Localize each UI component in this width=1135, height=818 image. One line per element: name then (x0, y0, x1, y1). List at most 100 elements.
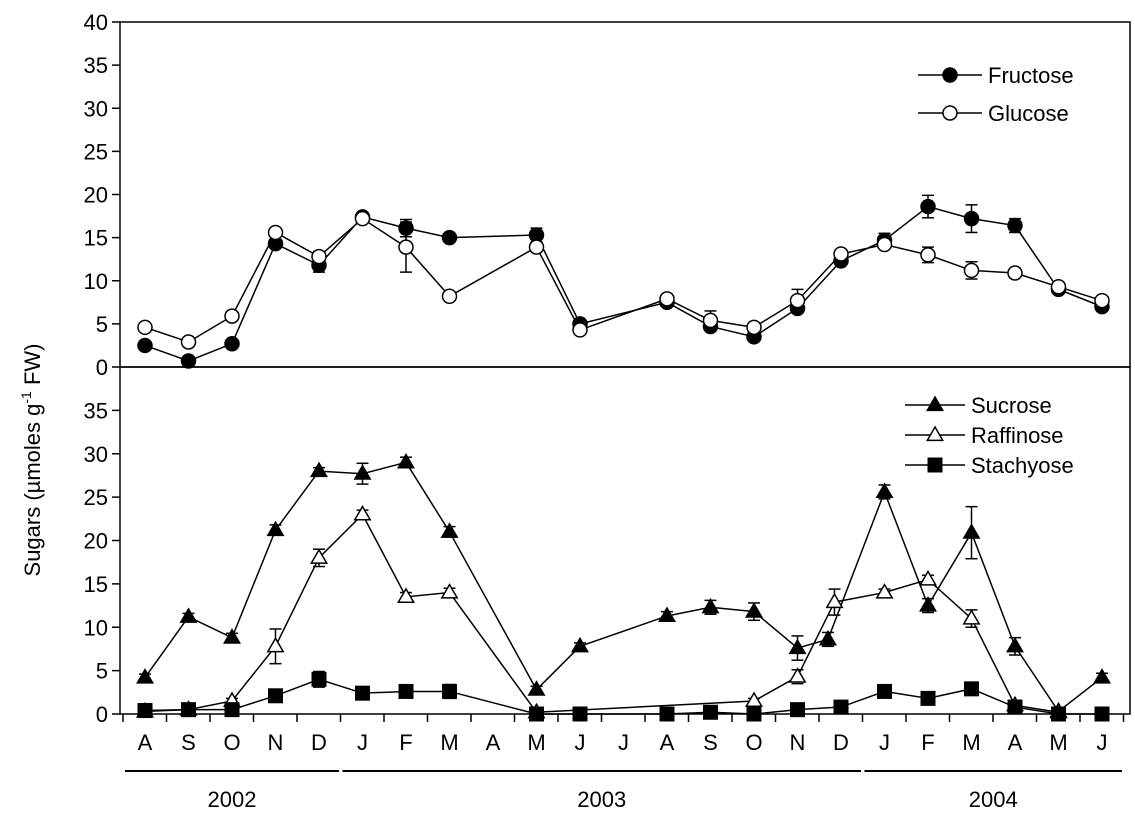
data-point (702, 312, 719, 329)
data-point (441, 288, 458, 305)
year-label: 2002 (208, 787, 257, 812)
data-point (179, 607, 198, 623)
y-axis-label-main: Sugars (µmoles g (20, 404, 45, 577)
data-point (180, 334, 197, 350)
y-tick-label: 20 (84, 529, 108, 554)
data-point (918, 570, 938, 586)
x-tick-label: D (311, 730, 327, 755)
top-panel: 0 5 10 15 20 25 30 35 40 Fructose Glucose (84, 10, 1131, 380)
data-point (181, 702, 196, 718)
data-point (876, 236, 893, 253)
y-tick-label: 30 (84, 96, 108, 121)
y-tick-label: 5 (96, 659, 108, 684)
y-tick-label: 15 (84, 226, 108, 251)
data-point (267, 224, 284, 241)
data-point (818, 629, 837, 646)
data-point (1094, 292, 1110, 309)
y-tick-label: 10 (84, 269, 108, 294)
legend: Sucrose Raffinose Stachyose (905, 393, 1074, 478)
y-tick-label: 0 (96, 702, 108, 727)
plot-frame (119, 21, 1131, 368)
data-point (570, 636, 590, 653)
data-point (398, 683, 414, 699)
data-point (789, 292, 806, 309)
x-tick-label: F (921, 730, 934, 755)
data-point (788, 667, 807, 683)
y-tick-label: 30 (84, 442, 108, 467)
data-point (788, 638, 807, 655)
data-point (918, 596, 938, 612)
data-point (1050, 279, 1067, 295)
y-tick-label: 5 (96, 312, 108, 337)
data-point (440, 522, 459, 538)
data-point (1007, 265, 1023, 281)
legend-label: Glucose (988, 101, 1069, 126)
x-tick-label: S (181, 730, 196, 755)
bottom-panel: 0 5 10 15 20 25 30 35 Sucrose Raffinose Stachyose (84, 366, 1131, 727)
y-tick-label: 0 (96, 355, 108, 380)
legend-label: Raffinose (971, 423, 1064, 448)
x-tick-label: N (268, 730, 284, 755)
series-stachyose (137, 670, 1110, 722)
data-point (877, 683, 892, 699)
data-point (266, 636, 285, 653)
x-tick-label: M (962, 730, 980, 755)
data-point (927, 457, 943, 473)
data-point (440, 583, 459, 599)
data-point (309, 548, 329, 564)
y-tick-label: 20 (84, 183, 108, 208)
data-point (180, 353, 197, 369)
data-point (925, 395, 945, 412)
data-point (572, 706, 588, 722)
data-point (963, 262, 980, 279)
data-point (311, 248, 327, 265)
data-point (135, 668, 155, 684)
data-point (529, 706, 544, 722)
data-point (875, 482, 894, 498)
data-point (1007, 217, 1023, 234)
data-point (222, 628, 242, 644)
data-point (962, 609, 981, 625)
data-point (354, 210, 371, 227)
x-tick-label: O (223, 730, 240, 755)
data-point (441, 229, 458, 246)
data-point (746, 706, 762, 722)
series-fructose (137, 194, 1110, 369)
series-line (144, 217, 1103, 343)
data-point (224, 702, 240, 718)
x-tick-label: A (138, 730, 153, 755)
year-label: 2003 (577, 787, 626, 812)
series-glucose (137, 210, 1110, 350)
data-point (744, 602, 764, 618)
x-tick-label: M (1049, 730, 1067, 755)
x-axis: A S O N D J F M A M J J A S O N D J F M A M J 2002 2003 2004 (122, 714, 1125, 812)
data-point (353, 464, 372, 480)
x-tick-label: A (1008, 730, 1023, 755)
y-axis-label-sup: -1 (18, 391, 34, 404)
data-point (920, 247, 936, 263)
data-point (355, 685, 370, 701)
series-line (144, 461, 1103, 713)
data-point (701, 597, 720, 614)
x-tick-label: J (618, 730, 629, 755)
legend-label: Sucrose (971, 393, 1052, 418)
data-point (833, 246, 849, 262)
data-point (703, 704, 718, 720)
data-point (268, 688, 283, 704)
data-point (942, 105, 958, 121)
data-point (528, 239, 545, 255)
x-tick-label: A (486, 730, 501, 755)
legend-label: Fructose (988, 63, 1074, 88)
y-tick-label: 10 (84, 615, 108, 640)
y-tick-label: 25 (84, 485, 108, 510)
data-point (833, 699, 849, 715)
data-point (224, 308, 240, 324)
y-axis-label-tail: FW) (20, 344, 45, 392)
data-point (266, 520, 285, 537)
data-point (962, 523, 981, 539)
data-point (657, 606, 677, 623)
x-tick-label: A (660, 730, 675, 755)
x-tick-label: M (440, 730, 458, 755)
data-point (746, 319, 762, 336)
